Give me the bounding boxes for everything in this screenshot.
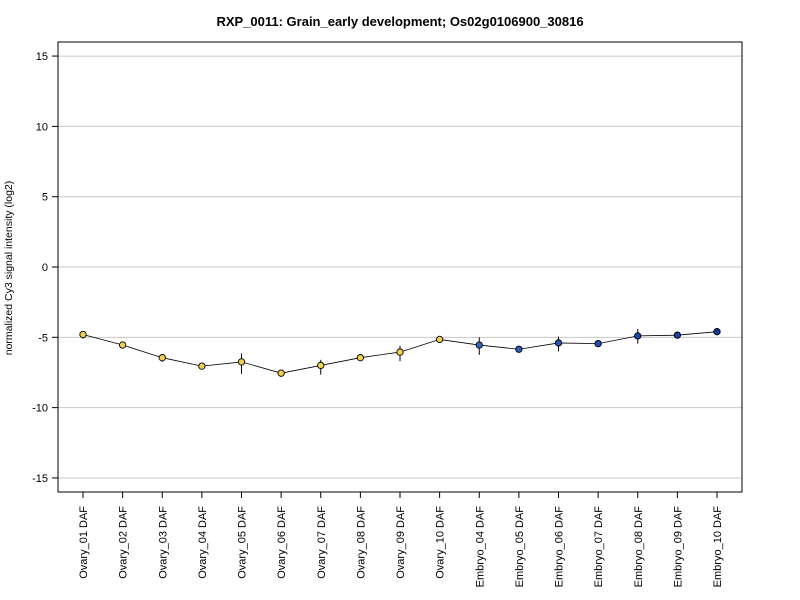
data-point [118,341,127,349]
x-tick-label: Ovary_03 DAF [157,506,169,579]
x-tick-label: Ovary_08 DAF [355,506,367,579]
data-point [713,328,721,336]
x-tick-label: Embryo_06 DAF [554,506,566,588]
data-point [237,358,246,366]
x-tick-label: Ovary_10 DAF [435,506,447,579]
data-point [158,354,166,362]
x-tick-label: Ovary_05 DAF [237,506,249,579]
x-tick-label: Embryo_05 DAF [514,506,526,588]
data-point [356,354,365,362]
data-point [79,330,87,339]
chart-title: RXP_0011: Grain_early development; Os02g… [216,14,583,29]
data-point [396,348,404,356]
data-point [435,335,444,344]
x-tick-label: Ovary_04 DAF [197,506,209,579]
y-axis: -15 -10 -5 0 5 10 15 [32,51,58,485]
y-tick-label: 0 [42,262,48,274]
y-tick-label: -10 [32,403,48,415]
data-point [277,369,285,377]
data-point [673,331,682,339]
data-point [317,361,325,370]
y-tick-label: 5 [42,192,48,204]
y-tick-label: -5 [38,332,48,344]
y-axis-label: normalized Cy3 signal intensity (log2) [3,181,15,356]
data-points [79,328,721,377]
y-tick-label: -15 [32,473,48,485]
y-tick-label: 15 [36,51,48,63]
x-tick-label: Ovary_02 DAF [118,506,130,579]
data-point [475,341,483,349]
x-tick-label: Ovary_07 DAF [316,506,328,579]
x-tick-label: Embryo_09 DAF [672,506,684,588]
y-tick-label: 10 [36,121,48,133]
x-tick-label: Ovary_01 DAF [78,506,90,579]
data-point [515,345,523,353]
x-tick-label: Ovary_06 DAF [276,506,288,579]
grid-lines [58,55,742,479]
x-tick-label: Embryo_10 DAF [712,506,724,588]
x-tick-label: Embryo_08 DAF [633,506,645,588]
x-tick-label: Embryo_07 DAF [593,506,605,588]
data-point [198,362,206,370]
data-point [634,332,642,340]
data-point [594,339,602,348]
x-tick-label: Ovary_09 DAF [395,506,407,579]
x-axis: Ovary_01 DAF Ovary_02 DAF Ovary_03 DAF Ovar… [78,492,724,587]
data-point [554,339,563,347]
x-tick-label: Embryo_04 DAF [474,506,486,588]
